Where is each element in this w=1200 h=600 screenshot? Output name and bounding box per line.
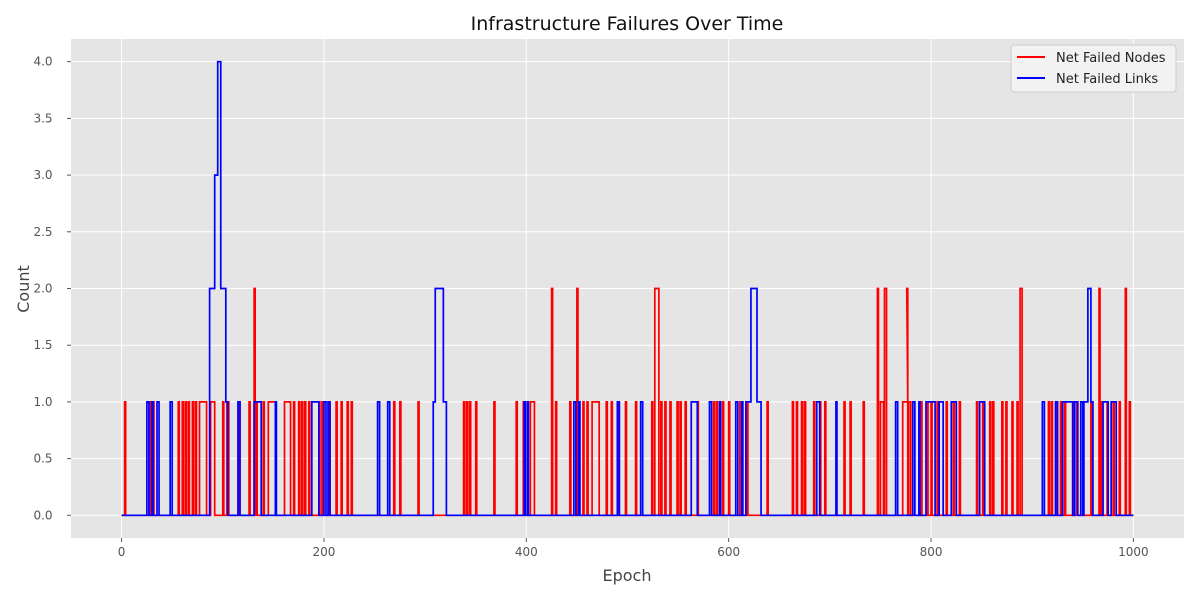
y-tick-label: 3.0 xyxy=(33,168,52,182)
legend-label-nodes: Net Failed Nodes xyxy=(1056,51,1166,66)
x-tick-label: 0 xyxy=(118,545,126,559)
x-tick-label: 200 xyxy=(313,545,336,559)
y-tick-label: 3.5 xyxy=(33,111,52,125)
series-layer xyxy=(121,60,1134,517)
series-line-net-failed-links xyxy=(121,60,1134,517)
y-axis-label: Count xyxy=(14,265,33,313)
x-tick-label: 800 xyxy=(920,545,943,559)
y-tick-label: 0.0 xyxy=(33,508,52,522)
x-tick-label: 1000 xyxy=(1118,545,1149,559)
series-line-net-failed-nodes xyxy=(121,287,1134,517)
x-axis-label: Epoch xyxy=(603,566,652,585)
x-axis-ticks: 0 200 400 600 800 1000 xyxy=(118,538,1149,559)
legend-box xyxy=(1010,44,1177,93)
legend-label-links: Net Failed Links xyxy=(1056,72,1158,87)
y-tick-label: 2.5 xyxy=(33,225,52,239)
y-axis-ticks: 0.0 0.5 1.0 1.5 2.0 2.5 3.0 3.5 4.0 xyxy=(33,55,71,522)
chart-title: Infrastructure Failures Over Time xyxy=(471,13,784,35)
legend: Net Failed Nodes Net Failed Links xyxy=(1010,44,1177,93)
y-tick-label: 1.0 xyxy=(33,395,52,409)
y-tick-label: 4.0 xyxy=(33,55,52,69)
x-tick-label: 600 xyxy=(717,545,740,559)
x-tick-label: 400 xyxy=(515,545,538,559)
y-tick-label: 1.5 xyxy=(33,338,52,352)
y-tick-label: 0.5 xyxy=(33,452,52,466)
y-tick-label: 2.0 xyxy=(33,282,52,296)
